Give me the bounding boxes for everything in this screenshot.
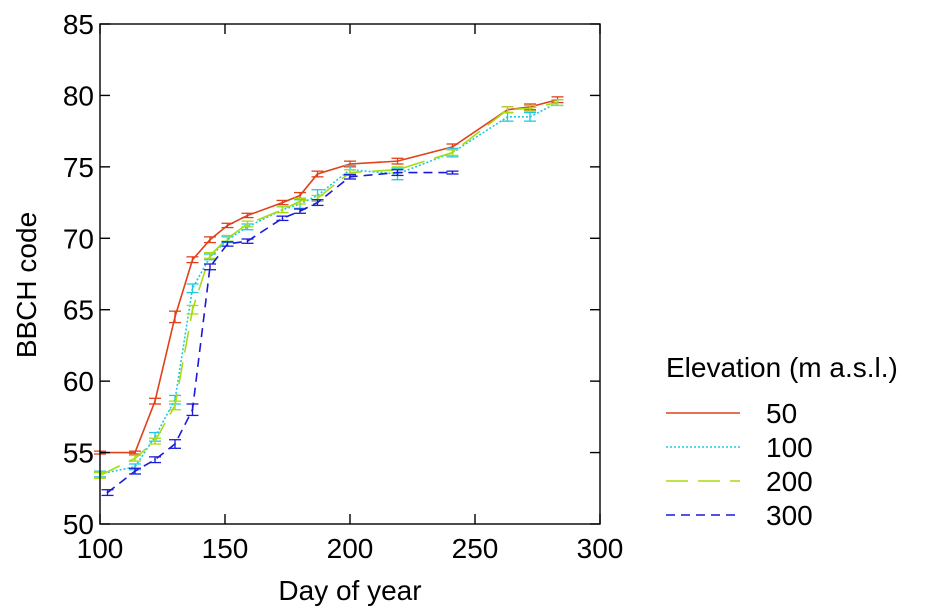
data-point (349, 171, 351, 174)
x-tick-label: 250 (452, 533, 499, 564)
data-point (134, 451, 136, 454)
data-point (191, 408, 194, 411)
data-point (349, 176, 351, 178)
data-point (174, 404, 176, 407)
data-point (451, 171, 454, 174)
data-point (246, 240, 249, 242)
legend-entry: 100 (766, 432, 813, 463)
y-tick-label: 65 (63, 295, 94, 326)
data-point (506, 116, 509, 118)
y-tick-label: 85 (63, 9, 94, 40)
data-point (191, 287, 194, 290)
data-point (396, 171, 399, 174)
data-point (106, 491, 109, 494)
y-tick-label: 70 (63, 223, 94, 254)
data-point (191, 308, 194, 311)
data-point (316, 173, 319, 175)
x-tick-label: 100 (77, 533, 124, 564)
data-point (246, 214, 249, 217)
series-line (99, 101, 558, 475)
plot-frame (99, 23, 601, 525)
data-point (299, 200, 301, 202)
x-axis-label: Day of year (278, 575, 421, 606)
data-point (209, 254, 211, 257)
data-point (316, 197, 319, 200)
data-point (226, 224, 229, 227)
data-point (299, 194, 301, 197)
data-point (226, 237, 229, 240)
series-200 (94, 99, 564, 479)
data-point (281, 201, 284, 204)
data-point (154, 400, 156, 402)
y-tick-label: 60 (63, 366, 94, 397)
y-tick-label: 75 (63, 152, 94, 183)
data-point (246, 223, 249, 225)
series-line (100, 98, 558, 454)
legend-title: Elevation (m a.s.l.) (666, 352, 898, 383)
data-point (396, 160, 399, 162)
x-tick-label: 300 (577, 533, 624, 564)
y-tick-label: 80 (63, 80, 94, 111)
series-line (99, 101, 558, 477)
data-point (226, 243, 229, 245)
data-point (154, 440, 156, 442)
data-point (281, 217, 284, 220)
series-50 (94, 96, 564, 455)
y-axis-label: BBCH code (11, 212, 42, 358)
data-point (299, 210, 301, 212)
axis-layer: 100 150 200 250 300 50 55 60 65 70 75 80 85 (63, 9, 624, 564)
data-point (154, 458, 156, 461)
data-point (134, 457, 136, 460)
series-100 (94, 99, 564, 478)
legend-entry: 200 (766, 466, 813, 497)
series-300 (101, 169, 459, 497)
data-point (209, 238, 211, 241)
data-point (191, 258, 194, 261)
data-point (281, 208, 284, 211)
data-point (134, 470, 136, 472)
legend-entry: 50 (766, 398, 797, 429)
data-point (209, 266, 211, 268)
data-point (316, 201, 319, 204)
data-point (529, 116, 531, 118)
data-point (174, 443, 176, 445)
series-layer (94, 96, 564, 497)
data-point (556, 101, 559, 104)
y-tick-label: 50 (63, 509, 94, 540)
x-tick-label: 150 (202, 533, 249, 564)
data-point (174, 316, 176, 318)
data-point (134, 466, 136, 468)
x-tick-label: 200 (327, 533, 374, 564)
data-point (451, 146, 454, 148)
data-point (506, 108, 509, 111)
data-point (154, 436, 156, 438)
legend-entry: 300 (766, 500, 813, 531)
data-point (349, 163, 351, 165)
data-point (451, 151, 454, 154)
data-point (529, 107, 531, 110)
y-tick-label: 55 (63, 438, 94, 469)
